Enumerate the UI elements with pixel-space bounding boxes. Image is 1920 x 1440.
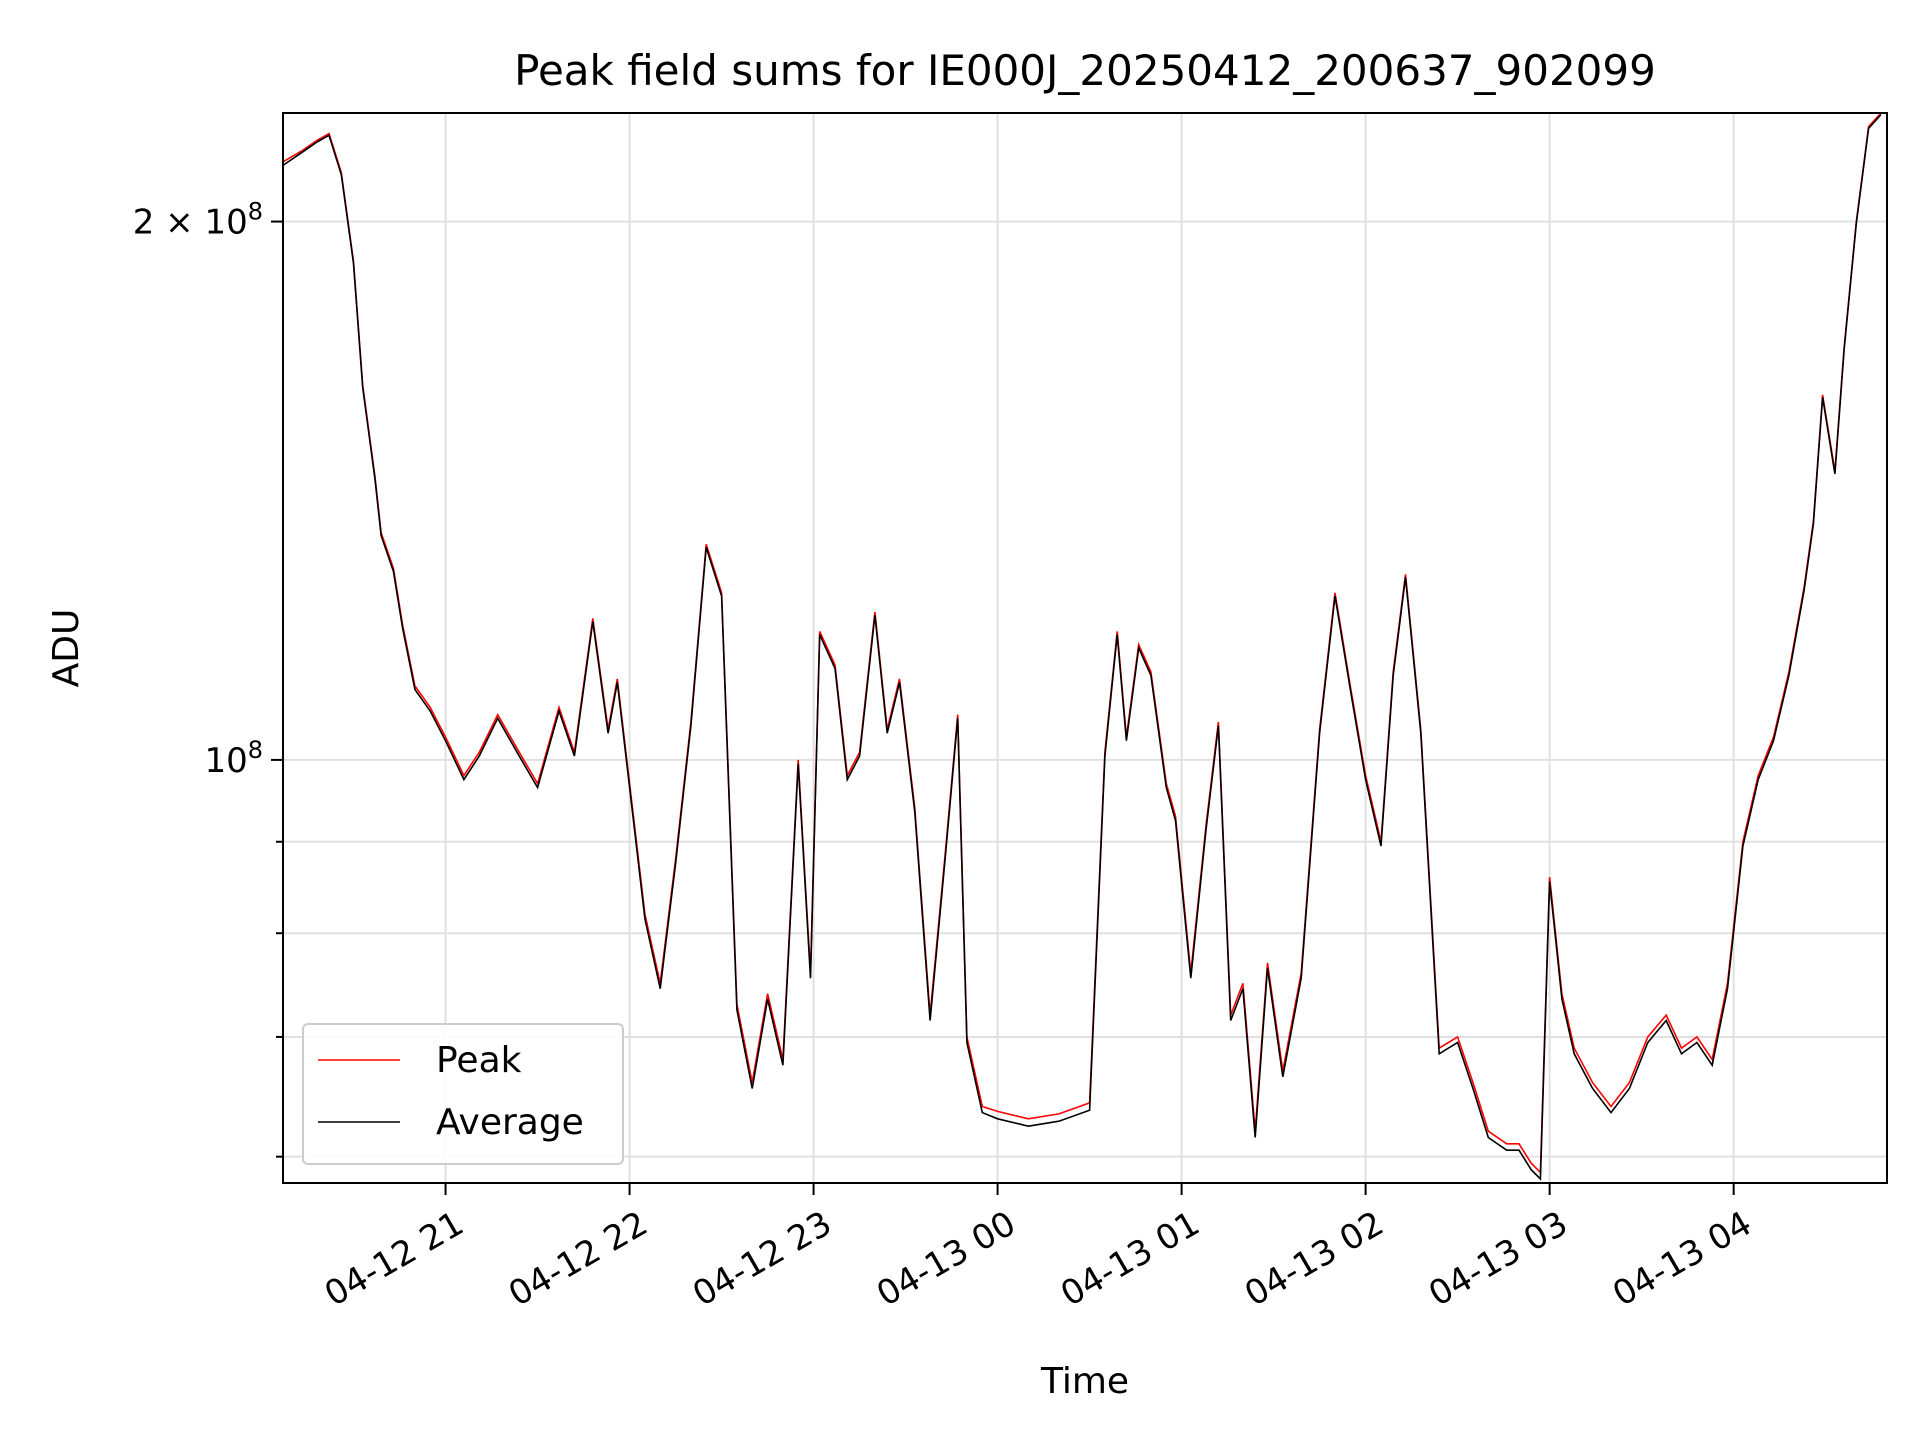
- x-tick-label: 04-12 22: [502, 1204, 654, 1315]
- x-tick-label: 04-13 03: [1422, 1204, 1574, 1315]
- legend-box: [302, 1023, 624, 1165]
- series-lines: [282, 112, 1882, 1181]
- y-tick-label: 108: [204, 736, 263, 781]
- series-line-peak: [282, 112, 1882, 1175]
- y-tick-label: 2 × 108: [133, 198, 263, 243]
- y-axis-label: ADU: [46, 609, 87, 688]
- series-line-average: [282, 114, 1882, 1181]
- legend-label-average: Average: [436, 1102, 584, 1143]
- legend-label-peak: Peak: [436, 1040, 522, 1081]
- x-tick-label: 04-12 21: [318, 1204, 470, 1315]
- x-tick-label: 04-12 23: [686, 1204, 838, 1315]
- grid: [283, 113, 1887, 1183]
- x-axis-label: Time: [1040, 1361, 1129, 1402]
- x-tick-label: 04-13 01: [1054, 1204, 1206, 1315]
- chart-title: Peak field sums for IE000J_20250412_2006…: [514, 46, 1656, 95]
- x-tick-label: 04-13 02: [1238, 1204, 1390, 1315]
- x-tick-label: 04-13 04: [1606, 1204, 1758, 1315]
- plot-area-frame: [282, 112, 1888, 1184]
- legend: Peak Average: [302, 1023, 624, 1165]
- x-tick-label: 04-13 00: [870, 1204, 1022, 1315]
